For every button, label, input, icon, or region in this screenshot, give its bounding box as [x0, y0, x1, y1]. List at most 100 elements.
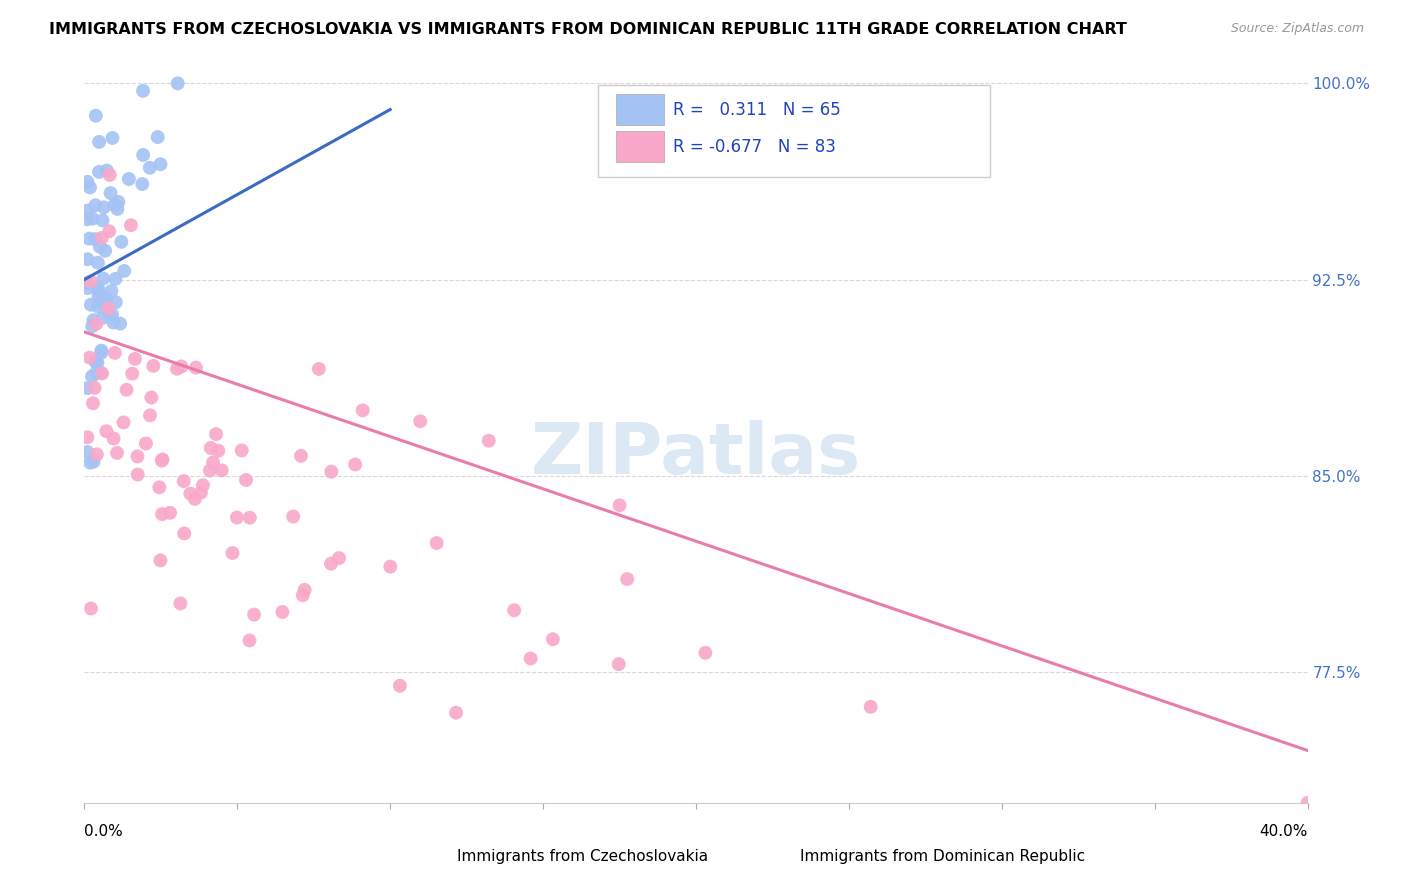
Point — [86, 280, 108, 294]
Point — [93, 200, 115, 214]
Point — [112, 416, 135, 430]
FancyBboxPatch shape — [412, 845, 451, 869]
Point — [132, 148, 155, 162]
Point — [859, 699, 882, 714]
Point — [207, 443, 229, 458]
Point — [271, 605, 294, 619]
Point — [79, 180, 101, 194]
Point — [607, 657, 630, 672]
Text: R = -0.677   N = 83: R = -0.677 N = 83 — [672, 138, 835, 156]
Point — [96, 292, 118, 306]
Point — [190, 485, 212, 500]
Point — [191, 478, 214, 492]
Point — [86, 356, 108, 370]
Point — [121, 367, 143, 381]
Point — [87, 135, 110, 149]
Text: IMMIGRANTS FROM CZECHOSLOVAKIA VS IMMIGRANTS FROM DOMINICAN REPUBLIC 11TH GRADE : IMMIGRANTS FROM CZECHOSLOVAKIA VS IMMIGR… — [49, 22, 1128, 37]
Point — [76, 203, 98, 218]
Point — [118, 172, 141, 186]
Point — [90, 345, 112, 359]
Point — [444, 706, 467, 720]
Point — [101, 308, 124, 322]
Point — [76, 212, 98, 227]
Point — [97, 301, 120, 316]
Point — [89, 366, 111, 380]
Point — [90, 231, 112, 245]
Point — [231, 443, 253, 458]
Point — [98, 305, 121, 319]
Point — [503, 603, 526, 617]
Point — [76, 430, 98, 444]
Point — [695, 646, 717, 660]
Point — [609, 498, 631, 512]
Point — [198, 464, 221, 478]
Point — [519, 651, 541, 665]
Point — [184, 360, 207, 375]
Point — [169, 597, 191, 611]
Text: Source: ZipAtlas.com: Source: ZipAtlas.com — [1230, 22, 1364, 36]
Point — [84, 232, 107, 246]
Point — [76, 445, 98, 459]
Point — [139, 409, 162, 423]
Point — [101, 131, 124, 145]
Text: ZIPatlas: ZIPatlas — [531, 420, 860, 490]
Text: R =   0.311   N = 65: R = 0.311 N = 65 — [672, 101, 841, 119]
Point — [82, 319, 104, 334]
Point — [478, 434, 501, 448]
Point — [426, 536, 449, 550]
Point — [108, 317, 131, 331]
Point — [409, 414, 432, 428]
Point — [352, 403, 374, 417]
Point — [541, 632, 564, 647]
Point — [80, 601, 103, 615]
Point — [139, 161, 162, 175]
Point — [115, 383, 138, 397]
Point — [290, 449, 312, 463]
Point — [205, 427, 228, 442]
Point — [388, 679, 411, 693]
Point — [100, 284, 122, 298]
Point — [221, 546, 243, 560]
Point — [211, 463, 233, 477]
Point — [184, 491, 207, 506]
Point — [173, 526, 195, 541]
Point — [103, 432, 125, 446]
Point — [200, 441, 222, 455]
Point — [146, 130, 169, 145]
Point — [82, 211, 104, 226]
Point — [380, 559, 402, 574]
Point — [148, 480, 170, 494]
Point — [152, 452, 174, 467]
Point — [91, 294, 114, 309]
FancyBboxPatch shape — [598, 85, 990, 178]
Text: 0.0%: 0.0% — [84, 824, 124, 839]
Point — [82, 313, 104, 327]
Point — [283, 509, 305, 524]
Point — [83, 455, 105, 469]
Point — [76, 281, 98, 295]
Point — [616, 572, 638, 586]
Point — [90, 343, 112, 358]
Text: Immigrants from Dominican Republic: Immigrants from Dominican Republic — [800, 848, 1085, 863]
Point — [243, 607, 266, 622]
Point — [150, 507, 173, 521]
Point — [105, 446, 128, 460]
Point — [87, 300, 110, 314]
Point — [235, 473, 257, 487]
Point — [77, 232, 100, 246]
Point — [84, 366, 107, 380]
Point — [159, 506, 181, 520]
Point — [80, 369, 103, 384]
Point — [291, 588, 314, 602]
Text: 40.0%: 40.0% — [1260, 824, 1308, 839]
Point — [135, 436, 157, 450]
Point — [84, 109, 107, 123]
Point — [91, 271, 114, 285]
Point — [83, 381, 105, 395]
Point — [104, 198, 127, 212]
FancyBboxPatch shape — [616, 95, 664, 126]
Point — [226, 510, 249, 524]
Point — [91, 310, 114, 325]
Point — [328, 551, 350, 566]
Point — [107, 194, 129, 209]
